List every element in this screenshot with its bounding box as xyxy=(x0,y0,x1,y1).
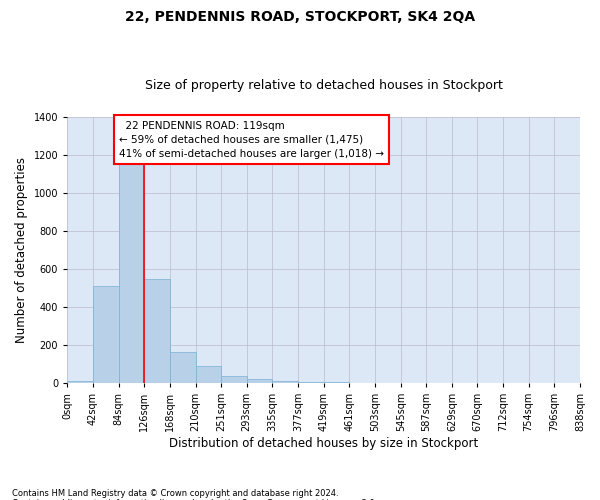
Text: 22, PENDENNIS ROAD, STOCKPORT, SK4 2QA: 22, PENDENNIS ROAD, STOCKPORT, SK4 2QA xyxy=(125,10,475,24)
Y-axis label: Number of detached properties: Number of detached properties xyxy=(15,157,28,343)
Bar xyxy=(298,382,323,383)
Bar xyxy=(247,379,272,383)
Text: 22 PENDENNIS ROAD: 119sqm
← 59% of detached houses are smaller (1,475)
41% of se: 22 PENDENNIS ROAD: 119sqm ← 59% of detac… xyxy=(119,120,384,158)
Bar xyxy=(67,381,93,383)
Bar xyxy=(170,352,196,383)
X-axis label: Distribution of detached houses by size in Stockport: Distribution of detached houses by size … xyxy=(169,437,478,450)
Bar xyxy=(272,381,298,383)
Bar xyxy=(196,366,221,383)
Bar xyxy=(323,382,349,383)
Bar xyxy=(119,164,145,383)
Bar xyxy=(221,376,247,383)
Text: Contains public sector information licensed under the Open Government Licence v3: Contains public sector information licen… xyxy=(12,498,377,500)
Bar xyxy=(145,280,170,383)
Title: Size of property relative to detached houses in Stockport: Size of property relative to detached ho… xyxy=(145,79,503,92)
Text: Contains HM Land Registry data © Crown copyright and database right 2024.: Contains HM Land Registry data © Crown c… xyxy=(12,488,338,498)
Bar xyxy=(93,286,119,383)
